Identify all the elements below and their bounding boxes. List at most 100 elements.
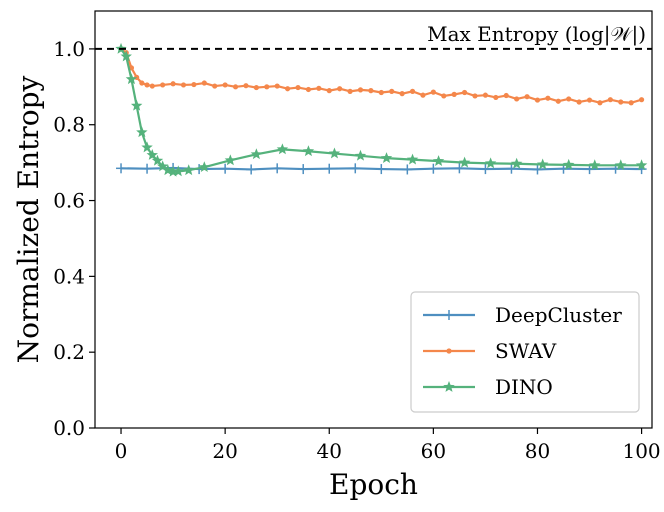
data-point-swav [618, 99, 624, 105]
data-point-swav [514, 96, 520, 102]
x-axis-title: Epoch [329, 468, 418, 501]
data-point-swav [430, 89, 436, 95]
data-point-swav [201, 80, 207, 86]
data-point-swav [586, 97, 593, 103]
legend-item-swav: SWAV [423, 339, 557, 363]
data-point-dino [328, 147, 341, 159]
data-point-deepcluster [428, 163, 439, 174]
data-point-deepcluster [220, 163, 231, 174]
data-point-dino [510, 157, 523, 169]
data-point-swav [326, 88, 332, 94]
data-point-swav [399, 91, 405, 97]
data-point-deepcluster [298, 164, 309, 175]
data-point-deepcluster [324, 163, 335, 174]
data-point-swav [461, 89, 468, 96]
y-tick-label: 0.4 [53, 264, 85, 288]
data-point-deepcluster [376, 164, 387, 175]
data-point-deepcluster [116, 163, 127, 174]
data-point-swav [295, 84, 301, 91]
data-point-swav [420, 92, 426, 98]
series-dino [115, 42, 648, 177]
data-point-dino [182, 164, 195, 176]
data-point-deepcluster [532, 164, 543, 175]
data-point-dino [224, 154, 237, 166]
data-point-dino [198, 161, 211, 173]
x-tick-label: 40 [317, 439, 342, 463]
data-point-deepcluster [142, 163, 153, 174]
data-point-swav [409, 88, 416, 94]
max-entropy-label: Max Entropy (log|𝒲|) [427, 22, 646, 47]
data-point-swav [368, 88, 374, 94]
data-point-swav [534, 97, 541, 103]
data-point-swav [139, 80, 145, 86]
data-point-dino [130, 99, 143, 111]
data-point-swav [191, 81, 197, 88]
data-point-swav [232, 84, 239, 90]
data-point-deepcluster [272, 163, 283, 174]
data-point-dino [136, 126, 148, 138]
data-point-swav [253, 84, 259, 91]
data-point-swav [451, 91, 457, 97]
plot-frame [94, 10, 653, 429]
y-tick-label: 0.6 [53, 189, 85, 213]
data-point-dino [125, 73, 138, 85]
data-point-dino [141, 141, 153, 153]
data-point-dino [276, 143, 289, 155]
data-point-deepcluster [454, 163, 465, 174]
data-point-swav [638, 97, 645, 103]
data-point-swav [347, 88, 353, 94]
data-point-swav [337, 86, 343, 92]
data-point-dino [354, 149, 367, 161]
legend-marker-swav [446, 348, 452, 354]
data-point-swav [389, 88, 395, 94]
x-tick-label: 20 [212, 439, 237, 463]
data-point-swav [285, 86, 291, 92]
data-point-dino [146, 149, 158, 160]
data-point-deepcluster [246, 164, 257, 175]
data-point-swav [160, 82, 166, 88]
data-point-dino [536, 158, 549, 170]
data-point-swav [222, 82, 228, 88]
data-point-dino [151, 154, 164, 166]
data-point-deepcluster [402, 164, 413, 175]
data-point-swav [144, 82, 150, 88]
data-point-swav [493, 94, 499, 101]
y-axis-title: Normalized Entropy [12, 75, 45, 363]
x-tick-label: 100 [622, 439, 660, 463]
x-tick-label: 80 [525, 439, 550, 463]
data-point-swav [503, 92, 509, 99]
data-point-dino [250, 148, 263, 160]
legend-marker-deepcluster [444, 310, 454, 320]
data-point-dino [172, 165, 184, 177]
legend-label-dino: DINO [495, 375, 553, 399]
data-point-swav [212, 83, 218, 89]
data-point-dino [406, 153, 419, 165]
series-swav [118, 46, 645, 106]
legend-box [410, 291, 640, 413]
data-point-swav [555, 98, 561, 104]
y-tick-label: 0.8 [53, 113, 85, 137]
data-point-swav [607, 97, 613, 103]
data-point-dino [589, 159, 601, 171]
data-point-dino [156, 160, 169, 172]
data-point-dino [458, 156, 471, 168]
data-point-swav [180, 82, 187, 88]
y-tick-label: 0.0 [53, 416, 85, 440]
data-point-dino [484, 157, 497, 169]
data-point-swav [472, 93, 478, 99]
data-point-dino [167, 165, 179, 177]
data-point-dino [635, 159, 648, 171]
data-point-dino [120, 50, 132, 62]
legend-label-deepcluster: DeepCluster [495, 303, 622, 327]
data-point-swav [305, 86, 312, 93]
data-point-swav [597, 100, 603, 106]
data-point-swav [316, 85, 322, 91]
data-point-dino [563, 158, 575, 170]
data-point-swav [628, 100, 634, 106]
data-point-swav [576, 99, 582, 105]
data-point-dino [302, 145, 315, 157]
data-point-swav [357, 87, 364, 93]
data-point-swav [264, 84, 270, 90]
data-point-deepcluster [506, 163, 517, 174]
